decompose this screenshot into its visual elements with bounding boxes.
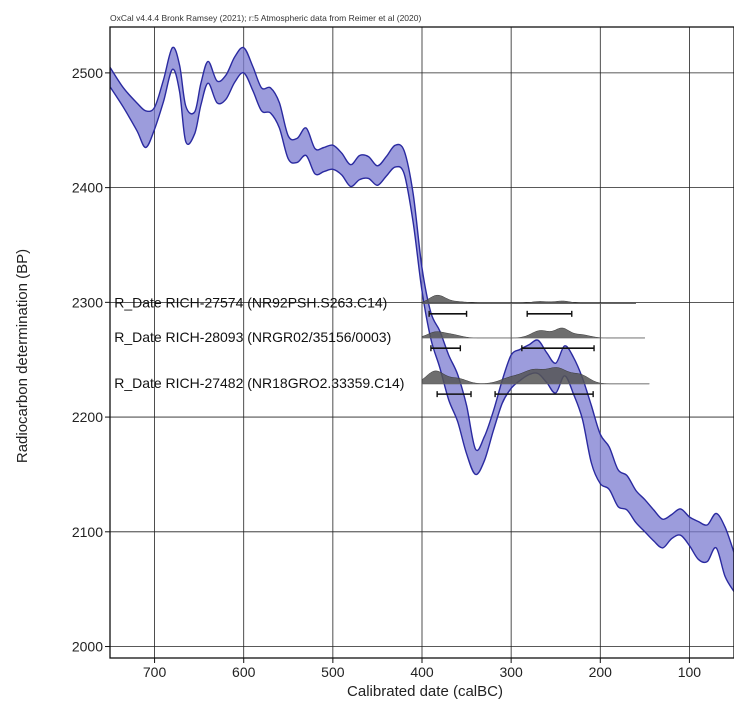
probability-distribution — [421, 327, 645, 339]
x-tick-label: 500 — [321, 664, 345, 680]
y-tick-label: 2000 — [72, 639, 103, 655]
x-tick-label: 200 — [589, 664, 613, 680]
determination-label: R_Date RICH-27574 (NR92PSH.S263.C14) — [114, 294, 387, 310]
y-axis-ticks: 2000 2100 2200 2300 2400 2500 — [72, 65, 110, 655]
y-tick-label: 2400 — [72, 180, 103, 196]
x-tick-label: 700 — [143, 664, 167, 680]
x-axis-ticks: 700 600 500 400 300 200 100 — [143, 658, 701, 680]
determination-distributions: R_Date RICH-27574 (NR92PSH.S263.C14) R_Da… — [114, 294, 650, 398]
y-tick-label: 2200 — [72, 409, 103, 425]
y-axis-label: Radiocarbon determination (BP) — [14, 249, 31, 463]
x-tick-label: 400 — [410, 664, 434, 680]
chart-credit: OxCal v4.4.4 Bronk Ramsey (2021); r:5 At… — [110, 13, 421, 23]
determination-1: R_Date RICH-27574 (NR92PSH.S263.C14) — [114, 294, 636, 317]
x-axis-label: Calibrated date (calBC) — [347, 683, 503, 700]
y-tick-label: 2500 — [72, 65, 103, 81]
x-tick-label: 100 — [678, 664, 702, 680]
grid-lines — [110, 27, 734, 658]
calibration-curve-band — [110, 46, 734, 593]
x-tick-label: 600 — [232, 664, 256, 680]
determination-label: R_Date RICH-27482 (NR18GRO2.33359.C14) — [114, 375, 404, 391]
determination-label: R_Date RICH-28093 (NRGR02/35156/0003) — [114, 329, 391, 345]
y-tick-label: 2100 — [72, 524, 103, 540]
y-tick-label: 2300 — [72, 294, 103, 310]
determination-3: R_Date RICH-27482 (NR18GRO2.33359.C14) — [114, 367, 650, 398]
x-tick-label: 300 — [499, 664, 523, 680]
determination-2: R_Date RICH-28093 (NRGR02/35156/0003) — [114, 327, 645, 352]
